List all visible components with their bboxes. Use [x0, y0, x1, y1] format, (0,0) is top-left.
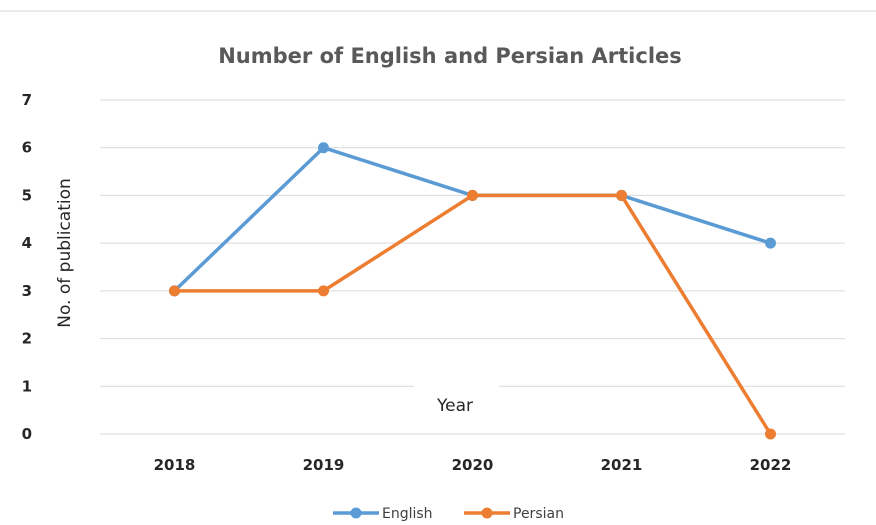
x-tick-label: 2021 — [601, 456, 643, 474]
y-axis-label: No. of publication — [55, 178, 75, 328]
legend-marker-persian — [481, 507, 493, 519]
series-line-english — [172, 145, 773, 293]
series-group — [169, 142, 776, 440]
y-tick-label: 5 — [22, 186, 32, 204]
y-tick-label: 1 — [22, 377, 32, 395]
x-axis-ticks: 2018 2019 2020 2021 2022 — [154, 456, 792, 474]
data-point-persian — [616, 189, 627, 201]
legend-label-english: English — [382, 506, 433, 522]
y-tick-label: 7 — [22, 91, 32, 109]
data-point-persian — [467, 189, 478, 201]
y-tick-label: 3 — [22, 282, 32, 300]
x-axis-label-background — [414, 383, 499, 429]
y-tick-label: 0 — [22, 425, 32, 443]
y-tick-label: 6 — [22, 139, 32, 157]
x-tick-label: 2018 — [154, 456, 196, 474]
chart-title: Number of English and Persian Articles — [218, 44, 682, 68]
data-point-english — [318, 142, 329, 154]
legend: English Persian — [333, 506, 564, 522]
x-tick-label: 2020 — [452, 456, 494, 474]
y-tick-label: 2 — [22, 330, 32, 348]
y-tick-label: 4 — [22, 234, 32, 252]
data-point-english — [765, 237, 776, 249]
x-axis-label: Year — [436, 396, 473, 416]
data-point-persian — [318, 285, 329, 297]
data-point-persian — [765, 428, 776, 440]
x-tick-label: 2019 — [303, 456, 345, 474]
legend-label-persian: Persian — [513, 506, 564, 522]
x-tick-label: 2022 — [750, 456, 792, 474]
y-axis-ticks: 0 1 2 3 4 5 6 7 — [22, 91, 32, 443]
data-point-persian — [169, 285, 180, 297]
legend-marker-english — [350, 507, 362, 519]
